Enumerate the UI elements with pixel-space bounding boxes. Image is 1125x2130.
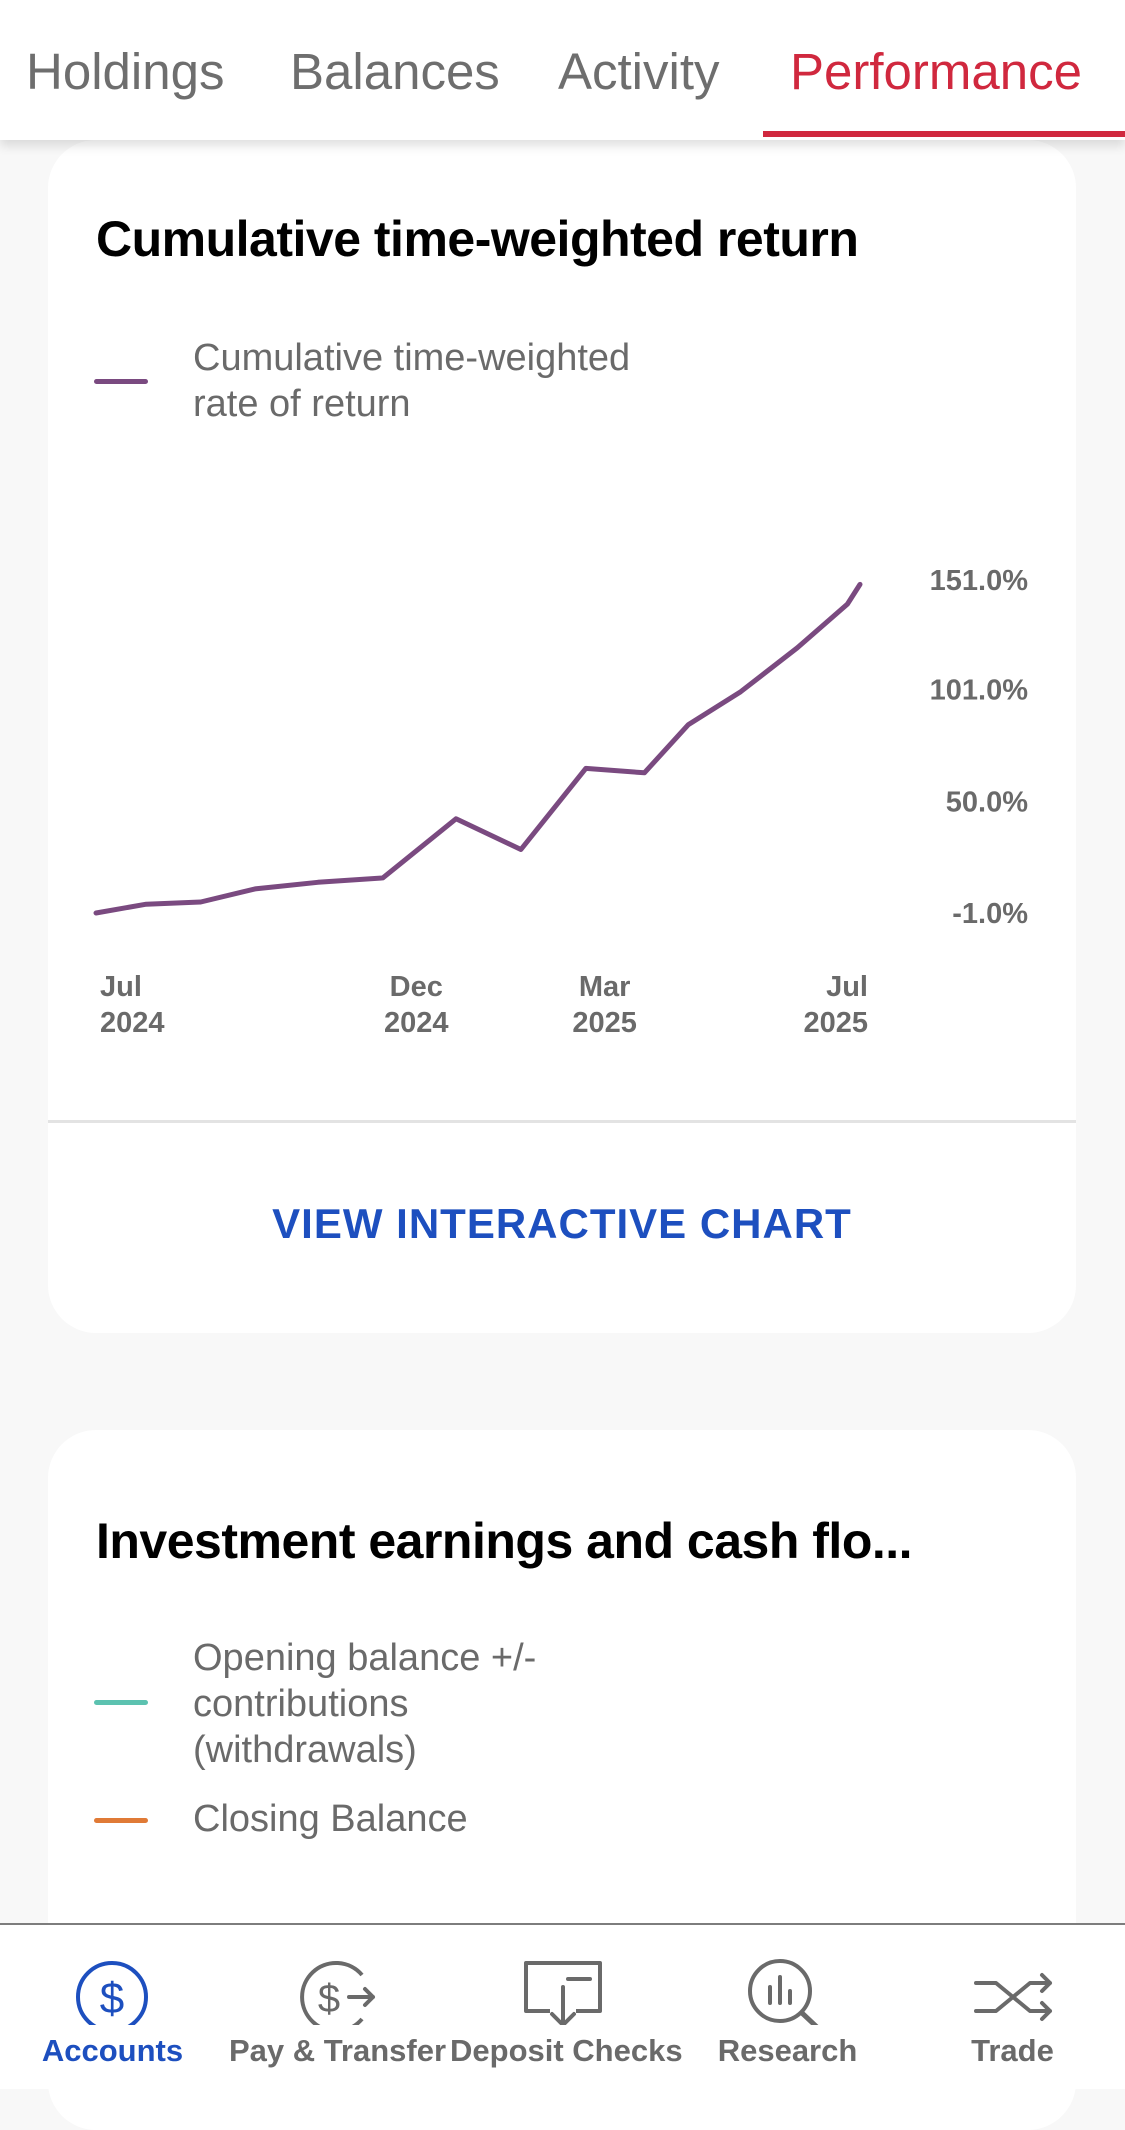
legend-swatch-opening-balance <box>94 1700 148 1705</box>
legend-label-opening-balance: Opening balance +/- contributions (withd… <box>193 1637 537 1771</box>
active-tab-indicator <box>763 131 1125 137</box>
performance-card-title: Cumulative time-weighted return <box>96 211 859 267</box>
nav-pay-transfer[interactable]: $ Pay & Transfer <box>225 1925 450 2089</box>
nav-label-research: Research <box>717 2033 858 2068</box>
nav-trade[interactable]: Trade <box>900 1925 1125 2089</box>
nav-deposit-checks[interactable]: Deposit Checks <box>450 1925 683 2089</box>
y-tick-label: 101.0% <box>930 675 1029 707</box>
nav-label-pay-transfer: Pay & Transfer <box>228 2033 447 2068</box>
research-magnifier-icon <box>748 1959 819 2025</box>
trade-arrows-icon <box>974 1973 1052 2021</box>
x-tick-month-label: Jul <box>100 971 142 1003</box>
top-tab-bar: Holdings Balances Activity Performance <box>0 0 1125 140</box>
svg-text:$: $ <box>100 1974 124 2023</box>
dollar-circle-icon: $ <box>76 1961 148 2025</box>
dollar-transfer-icon: $ <box>300 1961 375 2025</box>
series-line-cumulative-return <box>93 581 863 916</box>
x-tick-year-label: 2025 <box>572 1007 637 1039</box>
nav-label-deposit-checks: Deposit Checks <box>450 2033 683 2068</box>
x-tick-year-label: 2024 <box>384 1007 449 1039</box>
legend-swatch-return <box>94 379 148 384</box>
check-deposit-icon <box>524 1961 602 2025</box>
x-tick-year-label: 2025 <box>803 1007 868 1039</box>
performance-card: Cumulative time-weighted return Cumulati… <box>48 140 1076 1333</box>
return-line-chart[interactable]: 151.0% 101.0% 50.0% -1.0% Jul 2024 Dec 2024 Mar… <box>48 540 1076 1220</box>
view-interactive-chart-button[interactable]: VIEW INTERACTIVE CHART <box>272 1200 852 1247</box>
nav-label-trade: Trade <box>971 2033 1054 2068</box>
legend-label-closing-balance: Closing Balance <box>193 1798 468 1840</box>
legend-swatch-closing-balance <box>94 1818 148 1823</box>
nav-research[interactable]: Research <box>675 1925 900 2089</box>
x-tick-month-label: Mar <box>579 971 631 1003</box>
y-tick-label: -1.0% <box>952 898 1028 930</box>
x-tick-year-label: 2024 <box>100 1007 165 1039</box>
tab-balances[interactable]: Balances <box>290 43 500 100</box>
x-tick-month-label: Jul <box>826 971 868 1003</box>
y-tick-label: 151.0% <box>930 565 1029 597</box>
tab-performance[interactable]: Performance <box>790 43 1082 100</box>
card-divider <box>48 1120 1076 1123</box>
nav-label-accounts: Accounts <box>41 2033 184 2068</box>
x-tick-month-label: Dec <box>390 971 443 1003</box>
tab-holdings[interactable]: Holdings <box>26 43 225 100</box>
tab-activity[interactable]: Activity <box>558 43 720 100</box>
bottom-nav: $ Accounts $ Pay & Transfer Deposit Chec… <box>0 1923 1125 2089</box>
nav-accounts[interactable]: $ Accounts <box>0 1925 225 2089</box>
svg-text:$: $ <box>318 1977 340 2021</box>
y-tick-label: 50.0% <box>946 786 1028 818</box>
legend-label-return: Cumulative time-weighted rate of return <box>193 337 631 425</box>
earnings-card-title: Investment earnings and cash flo... <box>96 1513 913 1569</box>
